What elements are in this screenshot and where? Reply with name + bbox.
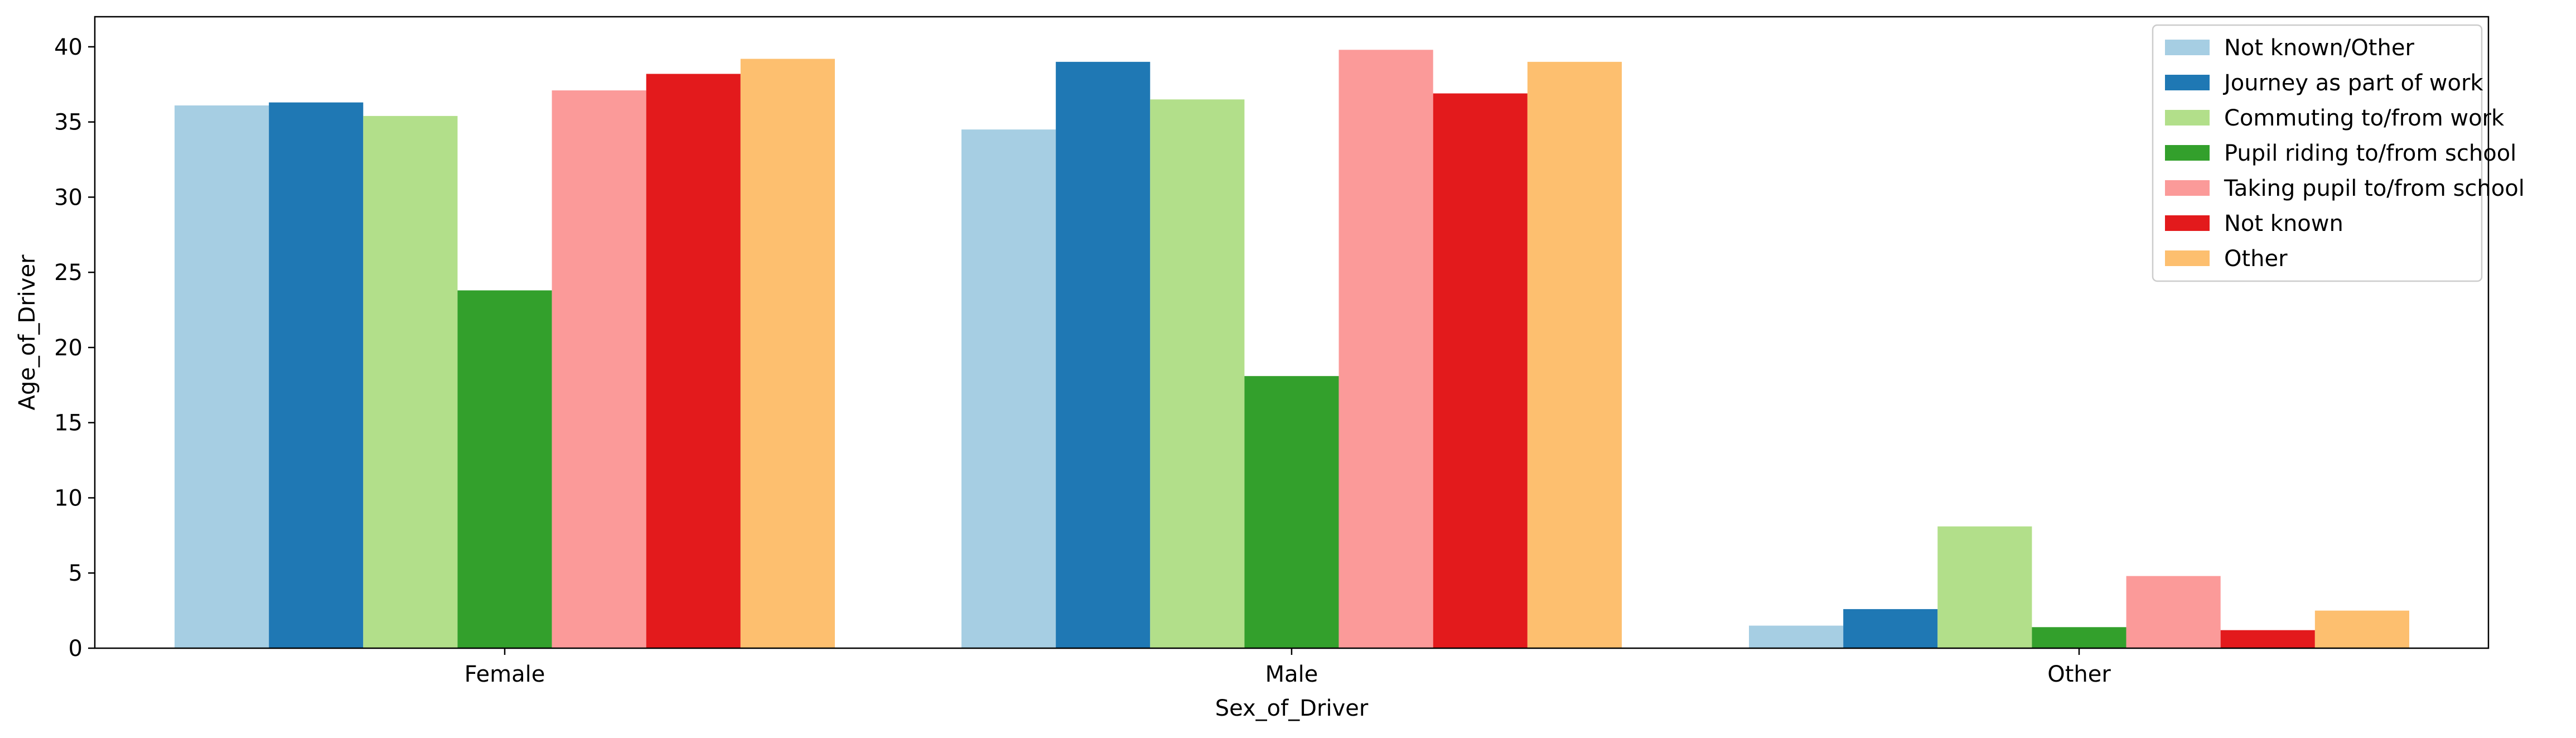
bar-other-series-5	[2126, 576, 2221, 648]
legend: Not known/Other Journey as part of work Co…	[2152, 24, 2525, 282]
y-tick-label: 30	[54, 185, 83, 210]
plot-frame	[94, 16, 2490, 649]
legend-label: Not known/Other	[2224, 35, 2414, 61]
x-axis-ticks: Female Male Other	[465, 648, 2111, 687]
y-tick-label: 20	[54, 335, 83, 361]
y-tick-label: 0	[69, 636, 83, 662]
y-tick-label: 10	[54, 485, 83, 511]
y-tick-label: 25	[54, 260, 83, 286]
legend-frame	[2152, 24, 2483, 282]
x-tick-label: Other	[2047, 662, 2111, 687]
legend-swatch	[2165, 180, 2210, 196]
bar-male-series-4	[1244, 376, 1339, 648]
legend-label: Taking pupil to/from school	[2224, 176, 2525, 201]
legend-label: Not known	[2224, 211, 2343, 237]
y-axis-ticks: 0 5 10 15 20 25 30 35 40	[54, 35, 95, 662]
y-tick-label: 5	[69, 561, 83, 586]
x-tick-label: Female	[465, 662, 545, 687]
bar-other-series-1	[1749, 625, 1844, 648]
y-tick-label: 15	[54, 411, 83, 436]
bar-female-series-1	[175, 105, 269, 648]
bar-female-series-5	[552, 90, 646, 649]
legend-label: Commuting to/from work	[2224, 105, 2505, 131]
bar-other-series-3	[1937, 526, 2032, 648]
y-axis-label: Age_of_Driver	[15, 254, 40, 411]
legend-label: Other	[2224, 246, 2288, 272]
legend-swatch	[2165, 215, 2210, 231]
legend-swatch	[2165, 110, 2210, 126]
legend-swatch	[2165, 145, 2210, 161]
bars-layer	[175, 50, 2409, 649]
y-tick-label: 35	[54, 110, 83, 136]
bar-female-series-7	[740, 59, 835, 648]
legend-label: Pupil riding to/from school	[2224, 141, 2516, 166]
bar-female-series-6	[646, 74, 741, 648]
bar-male-series-7	[1527, 61, 1622, 648]
x-axis-label: Sex_of_Driver	[1215, 696, 1369, 721]
bar-other-series-6	[2220, 630, 2315, 648]
legend-swatch	[2165, 75, 2210, 90]
y-tick-label: 40	[54, 35, 83, 60]
bar-female-series-2	[269, 102, 364, 649]
bar-male-series-3	[1150, 99, 1245, 648]
bar-other-series-7	[2314, 610, 2409, 648]
bar-female-series-3	[363, 115, 458, 648]
bar-male-series-5	[1338, 50, 1433, 648]
bar-female-series-4	[457, 290, 552, 648]
bar-male-series-1	[961, 129, 1056, 649]
legend-label: Journey as part of work	[2222, 70, 2483, 96]
bar-other-series-2	[1843, 609, 1938, 648]
legend-swatch	[2165, 40, 2210, 55]
legend-swatch	[2165, 250, 2210, 266]
x-tick-label: Male	[1265, 662, 1318, 687]
bar-other-series-4	[2032, 627, 2126, 648]
bar-male-series-6	[1433, 93, 1528, 648]
bar-male-series-2	[1056, 61, 1151, 648]
